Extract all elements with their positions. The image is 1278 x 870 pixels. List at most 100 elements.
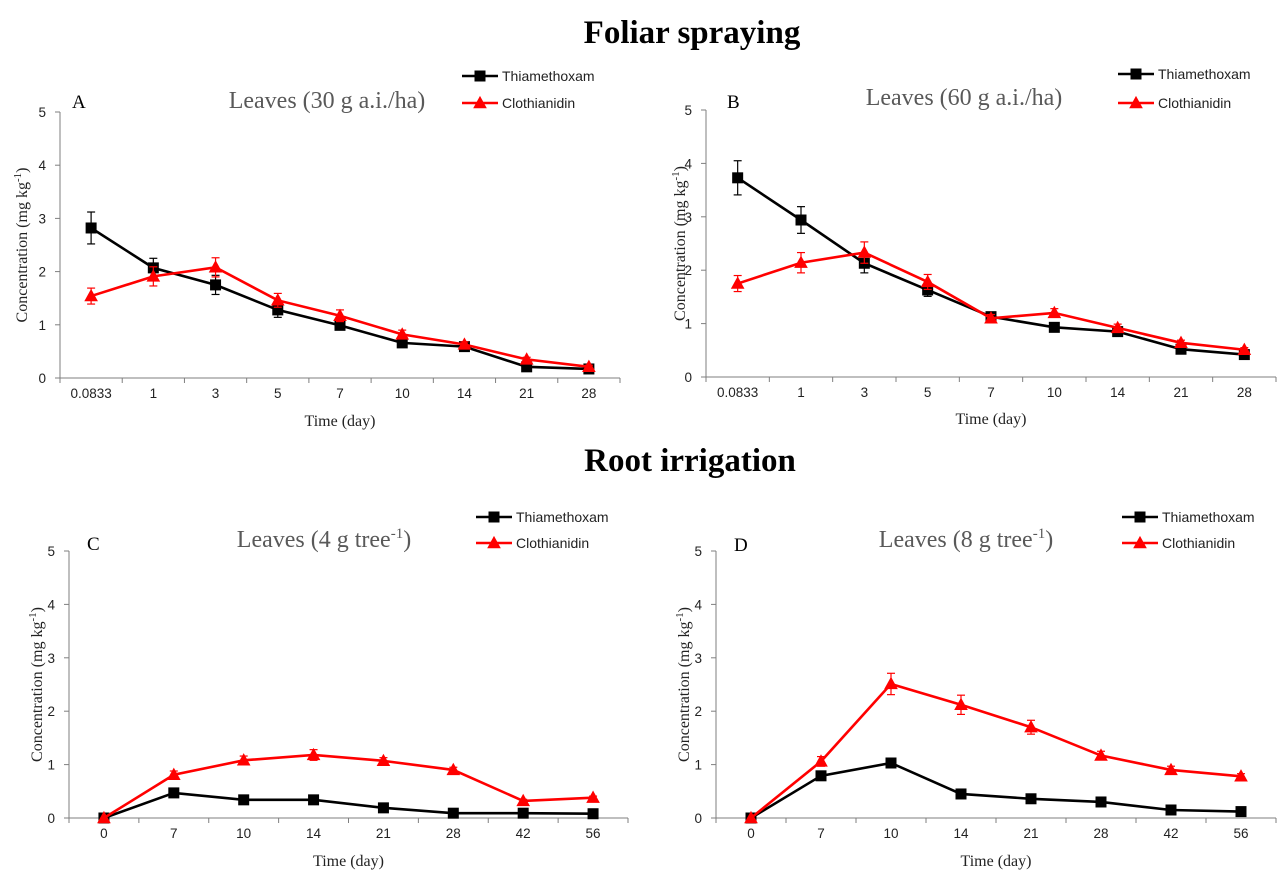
data-point-clothianidin <box>84 288 98 302</box>
data-point-clothianidin <box>582 359 596 373</box>
x-tick-label: 14 <box>953 826 969 841</box>
data-point-clothianidin <box>446 762 461 776</box>
x-tick-label: 42 <box>516 826 531 841</box>
x-axis-label: Time (day) <box>961 853 1032 870</box>
data-point-clothianidin <box>1047 305 1062 319</box>
y-tick-label: 4 <box>47 597 55 612</box>
data-point-thiamethoxam <box>396 337 408 349</box>
panel-letter: C <box>87 534 100 555</box>
data-point-clothianidin <box>1237 342 1252 355</box>
legend-label: Clothianidin <box>1162 535 1235 551</box>
y-tick-label: 1 <box>38 318 46 333</box>
legend-marker <box>473 95 487 109</box>
legend-label: Thiamethoxam <box>1162 509 1255 525</box>
x-tick-label: 5 <box>274 386 282 401</box>
y-tick-label: 5 <box>38 105 46 120</box>
x-tick-label: 28 <box>581 386 596 401</box>
data-point-clothianidin <box>457 337 472 350</box>
data-point-thiamethoxam <box>168 787 180 799</box>
data-point-clothianidin <box>333 308 347 321</box>
x-axis-label: Time (day) <box>313 853 384 870</box>
data-point-clothianidin <box>1234 769 1248 782</box>
data-point-clothianidin <box>395 327 410 340</box>
x-tick-label: 7 <box>170 826 178 841</box>
y-tick-label: 0 <box>694 811 702 826</box>
panel-title: Leaves (60 g a.i./ha) <box>866 85 1063 111</box>
x-tick-label: 56 <box>1233 826 1248 841</box>
data-point-thiamethoxam <box>1025 793 1037 805</box>
data-point-thiamethoxam <box>308 794 320 806</box>
data-point-clothianidin <box>1164 762 1178 776</box>
data-point-thiamethoxam <box>1175 343 1187 355</box>
data-point-clothianidin <box>920 274 935 288</box>
y-tick-label: 5 <box>47 544 55 559</box>
x-tick-label: 56 <box>586 826 601 841</box>
data-point-clothianidin <box>208 260 223 273</box>
data-point-clothianidin <box>236 753 251 766</box>
data-point-thiamethoxam <box>1048 321 1060 333</box>
series-line-clothianidin <box>103 753 594 820</box>
y-axis-label: Concentration (mg kg-1) <box>12 168 31 323</box>
data-point-thiamethoxam <box>815 770 827 782</box>
y-tick-label: 2 <box>47 704 55 719</box>
x-tick-label: 28 <box>1237 385 1252 400</box>
data-point-clothianidin <box>857 245 872 258</box>
data-point-clothianidin <box>884 676 898 690</box>
legend-marker <box>1129 95 1143 109</box>
y-tick-label: 4 <box>694 597 702 612</box>
x-tick-label: 1 <box>797 385 805 400</box>
y-tick-label: 4 <box>684 156 692 171</box>
y-axis-label: Concentration (mg kg-1) <box>27 607 46 762</box>
legend-label: Thiamethoxam <box>516 509 609 525</box>
data-point-clothianidin <box>794 255 808 268</box>
data-point-clothianidin <box>270 293 285 306</box>
series-line-thiamethoxam <box>90 226 589 371</box>
data-point-clothianidin <box>730 276 745 289</box>
x-tick-label: 21 <box>1023 826 1038 841</box>
x-tick-label: 7 <box>817 826 825 841</box>
data-point-clothianidin <box>516 793 531 807</box>
x-axis-label: Time (day) <box>956 411 1027 428</box>
y-tick-label: 1 <box>684 317 692 332</box>
legend-marker <box>488 511 500 523</box>
legend-marker <box>1130 68 1142 80</box>
y-tick-label: 0 <box>38 371 46 386</box>
chart-panel-c: 0 1 2 3 4 5 0 7 10 14 21 28 42 56 Time (day) Concentrat… <box>27 509 629 870</box>
legend-label: Clothianidin <box>1158 95 1231 111</box>
legend-label: Thiamethoxam <box>1158 66 1251 82</box>
data-point-thiamethoxam <box>447 807 459 819</box>
y-tick-label: 1 <box>694 758 702 773</box>
series-line-thiamethoxam <box>750 761 1242 820</box>
x-tick-label: 10 <box>1047 385 1062 400</box>
data-point-clothianidin <box>97 810 111 824</box>
data-point-clothianidin <box>1024 720 1038 733</box>
data-point-thiamethoxam <box>377 802 389 814</box>
y-tick-label: 4 <box>38 158 46 173</box>
panel-title: Leaves (8 g tree-1) <box>879 526 1053 553</box>
panel-title: Leaves (4 g tree-1) <box>237 526 411 553</box>
x-tick-label: 28 <box>446 826 461 841</box>
data-point-clothianidin <box>1110 320 1125 334</box>
x-tick-label: 0 <box>747 826 755 841</box>
series-line-thiamethoxam <box>736 176 1245 356</box>
chart-panel-b: 0 1 2 3 4 5 0.0833 1 3 5 7 10 14 21 28 Time (day) Concen… <box>670 66 1277 428</box>
panel-letter: B <box>727 92 740 113</box>
data-point-clothianidin <box>586 790 600 803</box>
data-point-thiamethoxam <box>1095 796 1107 808</box>
data-point-clothianidin <box>376 753 391 767</box>
data-point-clothianidin <box>744 810 758 824</box>
x-tick-label: 3 <box>861 385 869 400</box>
data-point-thiamethoxam <box>795 214 807 226</box>
y-tick-label: 5 <box>694 544 702 559</box>
x-tick-label: 28 <box>1093 826 1108 841</box>
data-point-thiamethoxam <box>1235 806 1247 818</box>
x-axis-label: Time (day) <box>305 413 376 430</box>
x-tick-label: 14 <box>1110 385 1126 400</box>
data-point-clothianidin <box>146 269 161 282</box>
legend-marker <box>1134 511 1146 523</box>
y-tick-label: 0 <box>684 370 692 385</box>
y-tick-label: 2 <box>38 265 46 280</box>
data-point-clothianidin <box>1174 335 1188 349</box>
